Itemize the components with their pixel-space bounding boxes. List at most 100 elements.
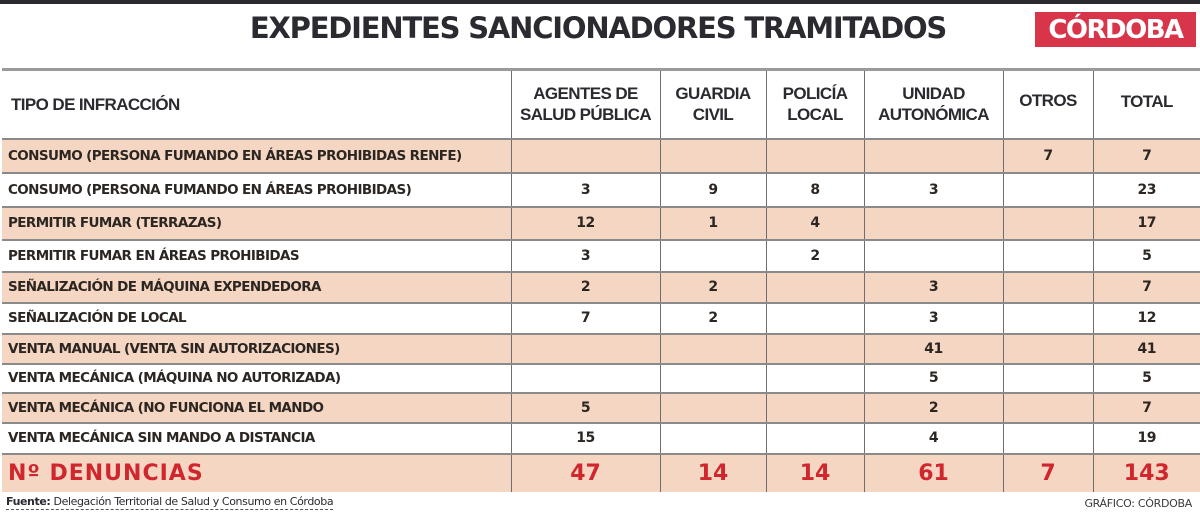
- cell-otros: [1002, 421, 1094, 455]
- cell-policia: [765, 362, 865, 394]
- table-header-row: TIPO DE INFRACCIÓN AGENTES DE SALUD PÚBL…: [2, 68, 1200, 140]
- cell-total: 7: [1092, 391, 1200, 424]
- cell-agentes: 5: [510, 391, 661, 424]
- cell-unidad: 3: [863, 171, 1004, 208]
- cell-tipo: VENTA MECÁNICA SIN MANDO A DISTANCIA: [2, 421, 512, 455]
- cell-unidad: [863, 205, 1004, 241]
- table-row: PERMITIR FUMAR (TERRAZAS) 12 1 4 17: [2, 205, 1200, 241]
- col-header-guardia-line2: CIVIL: [692, 105, 734, 125]
- col-header-policia-line2: LOCAL: [787, 105, 843, 125]
- cell-guardia: [659, 238, 767, 273]
- col-header-guardia-line1: GUARDIA: [675, 84, 751, 104]
- cell-policia: [765, 391, 865, 424]
- cell-unidad: 41: [863, 332, 1004, 365]
- total-policia: 14: [765, 452, 865, 492]
- source-text: Delegación Territorial de Salud y Consum…: [50, 495, 334, 508]
- cell-total: 17: [1092, 205, 1200, 241]
- cell-otros: [1002, 171, 1094, 208]
- cell-unidad: 4: [863, 421, 1004, 455]
- cell-policia: [765, 137, 865, 174]
- cell-guardia: [659, 137, 767, 174]
- cell-total: 19: [1092, 421, 1200, 455]
- cell-guardia: 2: [659, 270, 767, 304]
- table-row: VENTA MECÁNICA (MÁQUINA NO AUTORIZADA) 5…: [2, 362, 1200, 394]
- cell-tipo: VENTA MECÁNICA (MÁQUINA NO AUTORIZADA): [2, 362, 512, 394]
- cell-guardia: 9: [659, 171, 767, 208]
- cell-policia: [765, 421, 865, 455]
- total-unidad: 61: [863, 452, 1004, 492]
- col-header-guardia: GUARDIA CIVIL: [659, 68, 767, 140]
- table-row: SEÑALIZACIÓN DE LOCAL 7 2 3 12: [2, 301, 1200, 335]
- col-header-agentes-line2: SALUD PÚBLICA: [519, 105, 652, 125]
- col-header-unidad: UNIDAD AUTONÓMICA: [863, 68, 1004, 140]
- col-header-agentes-line1: AGENTES DE: [533, 84, 638, 104]
- cell-policia: 2: [765, 238, 865, 273]
- table-row: CONSUMO (PERSONA FUMANDO EN ÁREAS PROHIB…: [2, 171, 1200, 208]
- cell-agentes: 3: [510, 171, 661, 208]
- cell-policia: 8: [765, 171, 865, 208]
- table-row: SEÑALIZACIÓN DE MÁQUINA EXPENDEDORA 2 2 …: [2, 270, 1200, 304]
- cell-agentes: [510, 332, 661, 365]
- col-header-unidad-line1: UNIDAD: [902, 84, 965, 104]
- cell-unidad: 5: [863, 362, 1004, 394]
- cell-policia: [765, 301, 865, 335]
- source-note: Fuente: Delegación Territorial de Salud …: [6, 495, 334, 510]
- cell-unidad: 3: [863, 301, 1004, 335]
- col-header-otros: OTROS: [1002, 68, 1094, 140]
- col-header-policia-line1: POLICÍA: [782, 84, 848, 104]
- col-header-total: TOTAL: [1092, 68, 1200, 140]
- cell-tipo: CONSUMO (PERSONA FUMANDO EN ÁREAS PROHIB…: [2, 137, 512, 174]
- cell-unidad: [863, 238, 1004, 273]
- table-row: VENTA MANUAL (VENTA SIN AUTORIZACIONES) …: [2, 332, 1200, 365]
- cell-unidad: 3: [863, 270, 1004, 304]
- total-agentes: 47: [510, 452, 661, 492]
- graphic-credit: GRÁFICO: CÓRDOBA: [1084, 497, 1192, 510]
- sanctions-table: TIPO DE INFRACCIÓN AGENTES DE SALUD PÚBL…: [2, 68, 1200, 492]
- cell-policia: [765, 332, 865, 365]
- cell-otros: [1002, 205, 1094, 241]
- cell-total: 7: [1092, 270, 1200, 304]
- col-header-unidad-line2: AUTONÓMICA: [878, 105, 989, 125]
- cordoba-logo: CÓRDOBA: [1035, 12, 1196, 47]
- table-row: VENTA MECÁNICA (NO FUNCIONA EL MANDO 5 2…: [2, 391, 1200, 424]
- cell-tipo: SEÑALIZACIÓN DE LOCAL: [2, 301, 512, 335]
- source-label: Fuente:: [6, 495, 51, 508]
- cell-agentes: [510, 362, 661, 394]
- cell-unidad: [863, 137, 1004, 174]
- cell-unidad: 2: [863, 391, 1004, 424]
- cell-otros: [1002, 332, 1094, 365]
- cell-guardia: [659, 332, 767, 365]
- cell-otros: [1002, 391, 1094, 424]
- cell-guardia: 2: [659, 301, 767, 335]
- table-row: VENTA MECÁNICA SIN MANDO A DISTANCIA 15 …: [2, 421, 1200, 455]
- cell-guardia: [659, 391, 767, 424]
- col-header-policia: POLICÍA LOCAL: [765, 68, 865, 140]
- cell-total: 7: [1092, 137, 1200, 174]
- cell-otros: [1002, 362, 1094, 394]
- grand-total: 143: [1092, 452, 1200, 492]
- totals-row: Nº DENUNCIAS 47 14 14 61 7 143: [2, 452, 1200, 492]
- table-row: PERMITIR FUMAR EN ÁREAS PROHIBIDAS 3 2 5: [2, 238, 1200, 273]
- cell-tipo: PERMITIR FUMAR EN ÁREAS PROHIBIDAS: [2, 238, 512, 273]
- cell-tipo: SEÑALIZACIÓN DE MÁQUINA EXPENDEDORA: [2, 270, 512, 304]
- cell-agentes: [510, 137, 661, 174]
- col-header-tipo: TIPO DE INFRACCIÓN: [2, 68, 512, 140]
- cell-total: 41: [1092, 332, 1200, 365]
- cell-tipo: CONSUMO (PERSONA FUMANDO EN ÁREAS PROHIB…: [2, 171, 512, 208]
- cell-agentes: 2: [510, 270, 661, 304]
- cell-policia: 4: [765, 205, 865, 241]
- cell-tipo: VENTA MECÁNICA (NO FUNCIONA EL MANDO: [2, 391, 512, 424]
- table-row: CONSUMO (PERSONA FUMANDO EN ÁREAS PROHIB…: [2, 137, 1200, 174]
- total-guardia: 14: [659, 452, 767, 492]
- page-title: EXPEDIENTES SANCIONADORES TRAMITADOS: [249, 11, 947, 45]
- cell-otros: [1002, 301, 1094, 335]
- top-rule: [0, 0, 1200, 4]
- cell-agentes: 12: [510, 205, 661, 241]
- cell-agentes: 3: [510, 238, 661, 273]
- cell-policia: [765, 270, 865, 304]
- cell-total: 5: [1092, 362, 1200, 394]
- cell-agentes: 7: [510, 301, 661, 335]
- cell-guardia: 1: [659, 205, 767, 241]
- cell-agentes: 15: [510, 421, 661, 455]
- totals-label: Nº DENUNCIAS: [2, 452, 512, 492]
